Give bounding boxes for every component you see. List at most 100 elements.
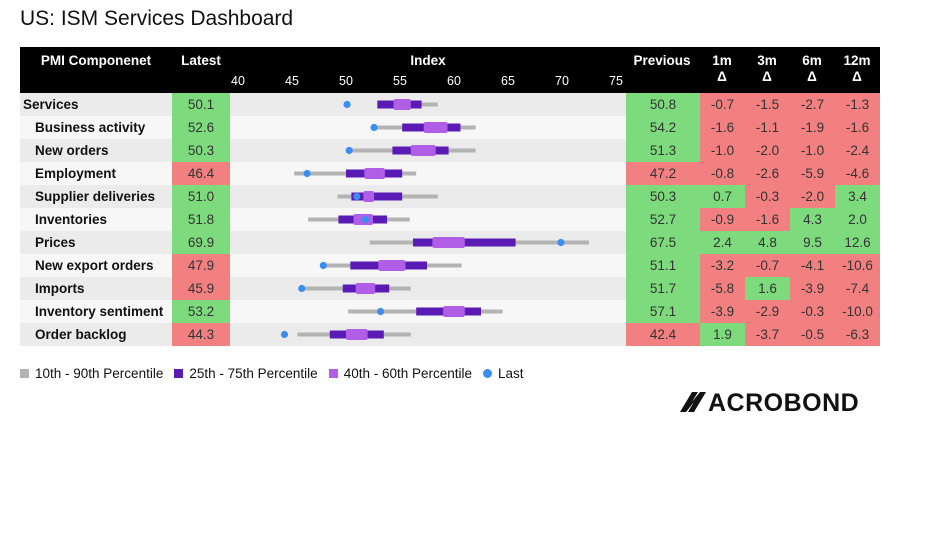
delta-3m: -2.6 <box>745 162 790 185</box>
delta-1m: -3.9 <box>700 300 745 323</box>
table-row: Business activity 52.6 54.2 -1.6 -1.1 -1.9 -1.… <box>20 116 880 139</box>
delta-1m: -0.9 <box>700 208 745 231</box>
header-3m: 3m <box>757 53 777 68</box>
latest-value: 52.6 <box>172 116 230 139</box>
legend-label-40-60: 40th - 60th Percentile <box>343 366 473 381</box>
latest-value: 46.4 <box>172 162 230 185</box>
header-6m: 6m <box>802 53 822 68</box>
table-row: New export orders 47.9 51.1 -3.2 -0.7 -4.1 -10… <box>20 254 880 277</box>
table-row: New orders 50.3 51.3 -1.0 -2.0 -1.0 -2.4 <box>20 139 880 162</box>
latest-value: 50.3 <box>172 139 230 162</box>
previous-value: 51.7 <box>626 277 700 300</box>
header-component: PMI Componenet <box>40 53 152 68</box>
legend-label-25-75: 25th - 75th Percentile <box>189 366 318 381</box>
row-label: Inventories <box>35 212 108 227</box>
latest-value: 47.9 <box>172 254 230 277</box>
delta-6m: -3.9 <box>790 277 835 300</box>
delta-6m: -2.7 <box>790 93 835 116</box>
latest-value: 45.9 <box>172 277 230 300</box>
delta-3m: -0.7 <box>745 254 790 277</box>
legend-item-40-60: 40th - 60th Percentile <box>328 366 473 381</box>
delta-3m: -1.1 <box>745 116 790 139</box>
header-12m-delta: Δ <box>852 69 862 84</box>
delta-6m: -1.0 <box>790 139 835 162</box>
table-row: Supplier deliveries 51.0 50.3 0.7 -0.3 -2.0 3.… <box>20 185 880 208</box>
legend: 10th - 90th Percentile 25th - 75th Perce… <box>20 366 535 381</box>
header-1m: 1m <box>712 53 732 68</box>
delta-12m: 2.0 <box>835 208 880 231</box>
delta-12m: -6.3 <box>835 323 880 346</box>
row-label: Prices <box>35 235 76 250</box>
delta-1m: -0.7 <box>700 93 745 116</box>
latest-value: 69.9 <box>172 231 230 254</box>
row-label: Services <box>23 97 79 112</box>
delta-6m: -4.1 <box>790 254 835 277</box>
legend-item-last: Last <box>483 366 524 381</box>
latest-value: 50.1 <box>172 93 230 116</box>
previous-value: 57.1 <box>626 300 700 323</box>
table-row: Order backlog 44.3 42.4 1.9 -3.7 -0.5 -6.3 <box>20 323 880 346</box>
delta-1m: 1.9 <box>700 323 745 346</box>
axis-tick-label: 60 <box>447 74 461 88</box>
svg-text:ACROBOND: ACROBOND <box>708 389 859 416</box>
delta-3m: 4.8 <box>745 231 790 254</box>
delta-3m: -3.7 <box>745 323 790 346</box>
delta-3m: -0.3 <box>745 185 790 208</box>
previous-value: 47.2 <box>626 162 700 185</box>
delta-6m: -5.9 <box>790 162 835 185</box>
delta-12m: -1.6 <box>835 116 880 139</box>
previous-value: 67.5 <box>626 231 700 254</box>
legend-swatch-40-60 <box>328 369 338 378</box>
table-row: Imports 45.9 51.7 -5.8 1.6 -3.9 -7.4 <box>20 277 880 300</box>
macrobond-logo-mark: ACROBOND <box>680 389 859 417</box>
row-label: Employment <box>35 166 117 181</box>
latest-value: 51.0 <box>172 185 230 208</box>
delta-12m: -10.0 <box>835 300 880 323</box>
latest-value: 53.2 <box>172 300 230 323</box>
axis-tick-label: 40 <box>231 74 245 88</box>
delta-12m: -4.6 <box>835 162 880 185</box>
previous-value: 50.3 <box>626 185 700 208</box>
delta-1m: 0.7 <box>700 185 745 208</box>
delta-1m: -3.2 <box>700 254 745 277</box>
previous-value: 42.4 <box>626 323 700 346</box>
previous-value: 51.3 <box>626 139 700 162</box>
legend-item-25-75: 25th - 75th Percentile <box>174 366 318 381</box>
table-row: Prices 69.9 67.5 2.4 4.8 9.5 12.6 <box>20 231 880 254</box>
axis-tick-label: 50 <box>339 74 353 88</box>
row-label: New orders <box>35 143 109 158</box>
previous-value: 51.1 <box>626 254 700 277</box>
delta-1m: -5.8 <box>700 277 745 300</box>
row-label: Inventory sentiment <box>35 304 164 319</box>
legend-swatch-10-90 <box>20 369 29 378</box>
latest-value: 51.8 <box>172 208 230 231</box>
header-1m-delta: Δ <box>717 69 727 84</box>
page-title: US: ISM Services Dashboard <box>20 7 294 30</box>
delta-12m: -1.3 <box>835 93 880 116</box>
header-index: Index <box>410 53 446 68</box>
macrobond-logo: ACROBOND <box>678 388 880 421</box>
legend-item-10-90: 10th - 90th Percentile <box>20 366 163 381</box>
delta-6m: -0.3 <box>790 300 835 323</box>
legend-label-10-90: 10th - 90th Percentile <box>35 366 164 381</box>
axis-tick-label: 75 <box>609 74 623 88</box>
latest-value: 44.3 <box>172 323 230 346</box>
header-6m-delta: Δ <box>807 69 817 84</box>
axis-tick-label: 45 <box>285 74 299 88</box>
table-row: Services 50.1 50.8 -0.7 -1.5 -2.7 -1.3 <box>20 93 880 116</box>
row-label: Supplier deliveries <box>35 189 156 204</box>
delta-3m: 1.6 <box>745 277 790 300</box>
header-12m: 12m <box>843 53 871 68</box>
legend-swatch-25-75 <box>174 369 184 378</box>
delta-3m: -1.6 <box>745 208 790 231</box>
delta-12m: 12.6 <box>835 231 880 254</box>
table-row: Employment 46.4 47.2 -0.8 -2.6 -5.9 -4.6 <box>20 162 880 185</box>
delta-1m: 2.4 <box>700 231 745 254</box>
delta-12m: -7.4 <box>835 277 880 300</box>
delta-12m: 3.4 <box>835 185 880 208</box>
table-header: PMI Componenet Latest Index Previous 1m … <box>20 47 880 93</box>
axis-tick-label: 65 <box>501 74 515 88</box>
row-label: Business activity <box>35 120 146 135</box>
row-label: Imports <box>35 281 85 296</box>
header-previous: Previous <box>633 53 691 68</box>
